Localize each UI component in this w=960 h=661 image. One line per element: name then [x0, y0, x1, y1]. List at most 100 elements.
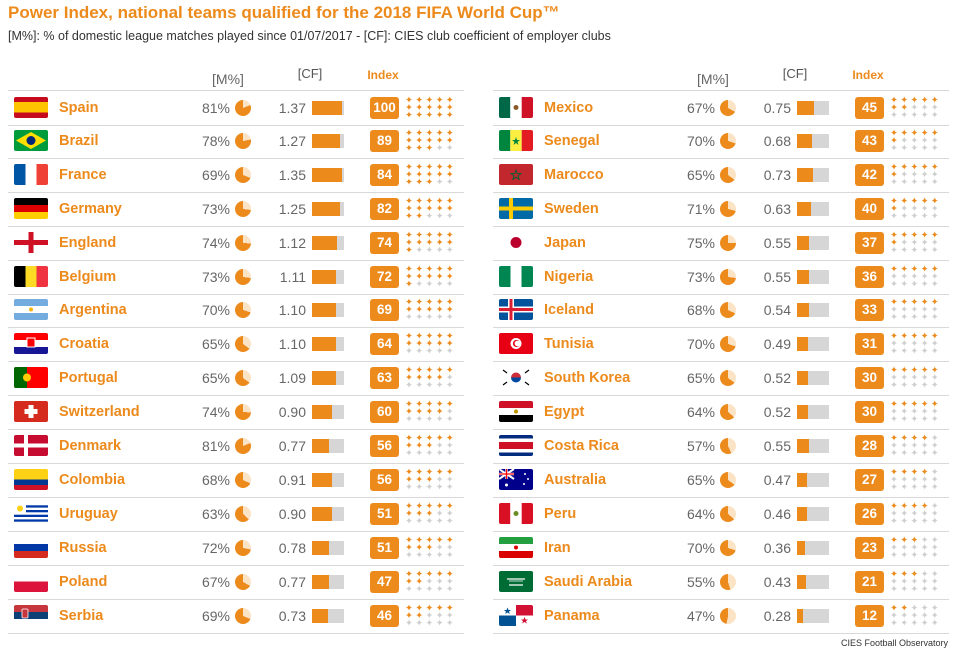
- star-icon: ✦: [910, 603, 918, 614]
- star-icon: ✦: [425, 516, 433, 525]
- star-icon: ✦: [436, 501, 444, 512]
- star-icon: ✦: [890, 399, 898, 410]
- coefficient-bar-fill: [312, 506, 332, 521]
- star-icon: ✦: [405, 414, 413, 423]
- matches-pie: [720, 336, 736, 353]
- star-icon: ✦: [425, 162, 433, 173]
- flag-egypt-icon: [499, 401, 533, 423]
- star-icon: ✦: [405, 339, 413, 350]
- star-icon: ✦: [890, 128, 898, 139]
- star-icon: ✦: [405, 177, 413, 186]
- star-icon: ✦: [900, 230, 908, 241]
- index-badge: 33: [855, 299, 884, 322]
- table-row: Colombia 68% 0.91 56 ✦ ✦ ✦ ✦ ✦ ✦ ✦ ✦ ✦ ✦ ✦ ✦ ✦ ✦ ✦: [8, 463, 464, 498]
- coefficient-bar: [797, 574, 829, 589]
- club-coefficient: 1.11: [279, 268, 306, 285]
- flag-croatia-icon: [14, 333, 48, 355]
- team-name: Australia: [544, 471, 607, 488]
- index-badge: 89: [370, 129, 399, 152]
- matches-percent: 55%: [686, 573, 715, 590]
- coefficient-bar: [312, 405, 344, 420]
- star-icon: ✦: [910, 542, 918, 553]
- star-icon: ✦: [921, 177, 929, 186]
- star-icon: ✦: [425, 603, 433, 614]
- star-icon: ✦: [446, 162, 454, 173]
- star-icon: ✦: [910, 399, 918, 410]
- matches-pie: [235, 438, 251, 454]
- table-row: Egypt 64% 0.52 30 ✦ ✦ ✦ ✦ ✦ ✦ ✦ ✦ ✦ ✦ ✦ ✦ ✦ ✦ ✦: [493, 395, 949, 431]
- star-icon: ✦: [910, 467, 918, 478]
- star-icon: ✦: [415, 584, 423, 593]
- index-badge: 40: [855, 197, 884, 220]
- star-icon: ✦: [405, 196, 413, 207]
- star-icon: ✦: [890, 103, 898, 114]
- table-row: Belgium 73% 1.11 72 ✦ ✦ ✦ ✦ ✦ ✦ ✦ ✦ ✦ ✦ ✦ ✦ ✦ ✦ ✦: [8, 260, 464, 295]
- star-icon: ✦: [446, 211, 454, 220]
- star-icon: ✦: [446, 135, 454, 146]
- rating-stars: ✦ ✦ ✦ ✦ ✦✦ ✦ ✦ ✦ ✦✦ ✦ ✦ ✦ ✦: [405, 433, 454, 459]
- star-icon: ✦: [931, 143, 939, 152]
- matches-percent: 74%: [201, 404, 230, 421]
- star-icon: ✦: [910, 271, 918, 282]
- star-icon: ✦: [415, 399, 423, 410]
- star-icon: ✦: [415, 550, 423, 559]
- star-icon: ✦: [921, 441, 929, 452]
- star-icon: ✦: [931, 331, 939, 342]
- star-icon: ✦: [446, 550, 454, 559]
- star-icon: ✦: [890, 196, 898, 207]
- star-icon: ✦: [900, 279, 908, 288]
- star-icon: ✦: [900, 297, 908, 308]
- rating-stars: ✦ ✦ ✦ ✦ ✦✦ ✦ ✦ ✦ ✦✦ ✦ ✦ ✦ ✦: [890, 95, 939, 121]
- star-icon: ✦: [890, 331, 898, 342]
- star-icon: ✦: [415, 331, 423, 342]
- star-icon: ✦: [405, 535, 413, 546]
- coefficient-bar-fill: [797, 201, 811, 216]
- star-icon: ✦: [910, 128, 918, 139]
- star-icon: ✦: [436, 177, 444, 186]
- index-badge: 36: [855, 265, 884, 288]
- flag-iceland-icon: [499, 299, 533, 321]
- matches-pie: [235, 132, 251, 149]
- club-coefficient: 0.52: [763, 370, 791, 387]
- star-icon: ✦: [931, 380, 939, 389]
- team-name: Senegal: [544, 132, 600, 149]
- club-coefficient: 0.55: [763, 268, 791, 285]
- club-coefficient: 0.49: [763, 336, 791, 353]
- stars-container: ✦ ✦ ✦ ✦ ✦ ✦ ✦ ✦ ✦ ✦ ✦ ✦ ✦ ✦ ✦: [404, 433, 456, 459]
- club-coefficient: 1.27: [278, 132, 306, 149]
- star-icon: ✦: [446, 95, 454, 106]
- star-icon: ✦: [921, 482, 929, 491]
- table-row: Argentina 70% 1.10 69 ✦ ✦ ✦ ✦ ✦ ✦ ✦ ✦ ✦ ✦ ✦ ✦ ✦ ✦ ✦: [8, 293, 464, 329]
- star-icon: ✦: [931, 433, 939, 444]
- star-icon: ✦: [436, 264, 444, 275]
- table-row: Peru 64% 0.46 26 ✦ ✦ ✦ ✦ ✦ ✦ ✦ ✦ ✦ ✦ ✦ ✦ ✦ ✦ ✦: [493, 497, 949, 532]
- star-icon: ✦: [405, 169, 413, 180]
- star-icon: ✦: [921, 339, 929, 350]
- flag-marocco-icon: [499, 163, 533, 185]
- star-icon: ✦: [425, 467, 433, 478]
- table-row: Senegal 70% 0.68 43 ✦ ✦ ✦ ✦ ✦ ✦ ✦ ✦ ✦ ✦ ✦ ✦ ✦ ✦ ✦: [493, 124, 949, 159]
- star-icon: ✦: [931, 305, 939, 316]
- stars-container: ✦ ✦ ✦ ✦ ✦ ✦ ✦ ✦ ✦ ✦ ✦ ✦ ✦ ✦ ✦: [889, 297, 941, 323]
- star-icon: ✦: [921, 135, 929, 146]
- star-icon: ✦: [931, 550, 939, 559]
- coefficient-bar-fill: [312, 371, 336, 386]
- star-icon: ✦: [405, 135, 413, 146]
- star-icon: ✦: [436, 441, 444, 452]
- star-icon: ✦: [436, 143, 444, 152]
- star-icon: ✦: [910, 482, 918, 491]
- matches-percent: 69%: [201, 166, 230, 183]
- star-icon: ✦: [415, 365, 423, 376]
- table-row: Marocco 65% 0.73 42 ✦ ✦ ✦ ✦ ✦ ✦ ✦ ✦ ✦ ✦ ✦ ✦ ✦ ✦ ✦: [493, 158, 949, 193]
- matches-pie: [720, 438, 736, 454]
- star-icon: ✦: [415, 211, 423, 220]
- star-icon: ✦: [405, 128, 413, 139]
- star-icon: ✦: [415, 433, 423, 444]
- star-icon: ✦: [900, 550, 908, 559]
- star-icon: ✦: [415, 169, 423, 180]
- star-icon: ✦: [910, 237, 918, 248]
- star-icon: ✦: [921, 162, 929, 173]
- star-icon: ✦: [425, 169, 433, 180]
- star-icon: ✦: [921, 448, 929, 457]
- star-icon: ✦: [405, 271, 413, 282]
